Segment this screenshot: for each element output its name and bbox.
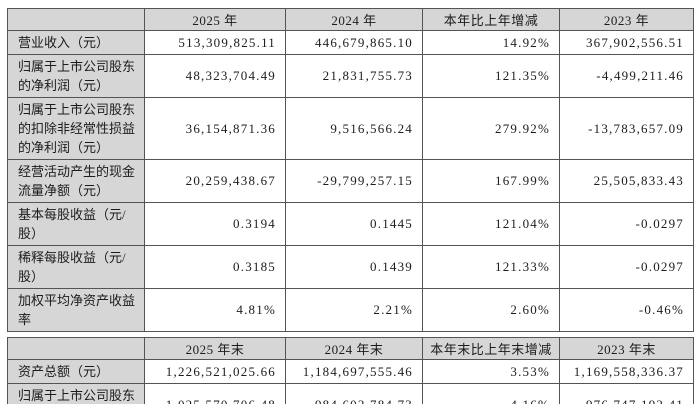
- header-blank-cell: [7, 337, 145, 360]
- value-2023: -13,783,657.09: [559, 97, 694, 160]
- income-metrics-table: 2025 年 2024 年 本年比上年增减 2023 年 营业收入（元） 513…: [7, 8, 694, 332]
- value-2023: -0.0297: [559, 245, 694, 289]
- value-2024: 0.1445: [285, 202, 423, 246]
- value-change: 3.53%: [422, 359, 560, 384]
- column-header-2023-end: 2023 年末: [559, 337, 694, 360]
- table-row-net-assets: 归属于上市公司股东的净资产（元） 1,025,570,706.48 984,60…: [7, 383, 694, 404]
- value-2025: 0.3194: [144, 202, 286, 246]
- financial-summary-sheet: 2025 年 2024 年 本年比上年增减 2023 年 营业收入（元） 513…: [0, 8, 700, 404]
- value-2023: -0.46%: [559, 288, 694, 332]
- table-row-diluted-eps: 稀释每股收益（元/股） 0.3185 0.1439 121.33% -0.029…: [7, 245, 694, 289]
- value-change: 121.35%: [422, 54, 560, 98]
- value-2025: 1,025,570,706.48: [144, 383, 286, 404]
- value-2024: 446,679,865.10: [285, 30, 423, 55]
- value-2024: 21,831,755.73: [285, 54, 423, 98]
- row-label: 加权平均净资产收益率: [7, 288, 145, 332]
- value-2024: 9,516,566.24: [285, 97, 423, 160]
- value-2025: 1,226,521,025.66: [144, 359, 286, 384]
- header-row: 2025 年 2024 年 本年比上年增减 2023 年: [7, 8, 694, 31]
- value-2025: 0.3185: [144, 245, 286, 289]
- value-2024: 984,602,784.73: [285, 383, 423, 404]
- value-2025: 513,309,825.11: [144, 30, 286, 55]
- value-2024: 0.1439: [285, 245, 423, 289]
- row-label: 资产总额（元）: [7, 359, 145, 384]
- row-label: 基本每股收益（元/股）: [7, 202, 145, 246]
- value-change: 4.16%: [422, 383, 560, 404]
- value-2023: 1,169,558,336.37: [559, 359, 694, 384]
- column-header-2024: 2024 年: [285, 8, 423, 31]
- row-label: 归属于上市公司股东的净利润（元）: [7, 54, 145, 98]
- value-2024: 1,184,697,555.46: [285, 359, 423, 384]
- value-2025: 20,259,438.67: [144, 159, 286, 203]
- row-label: 稀释每股收益（元/股）: [7, 245, 145, 289]
- header-row: 2025 年末 2024 年末 本年末比上年末增减 2023 年末: [7, 337, 694, 360]
- table-row-revenue: 营业收入（元） 513,309,825.11 446,679,865.10 14…: [7, 30, 694, 55]
- row-label: 经营活动产生的现金流量净额（元）: [7, 159, 145, 203]
- column-header-2024-end: 2024 年末: [285, 337, 423, 360]
- header-blank-cell: [7, 8, 145, 31]
- row-label: 营业收入（元）: [7, 30, 145, 55]
- value-change: 121.33%: [422, 245, 560, 289]
- value-2023: 25,505,833.43: [559, 159, 694, 203]
- value-2023: 367,902,556.51: [559, 30, 694, 55]
- table-row-total-assets: 资产总额（元） 1,226,521,025.66 1,184,697,555.4…: [7, 359, 694, 384]
- column-header-change: 本年比上年增减: [422, 8, 560, 31]
- column-header-2025-end: 2025 年末: [144, 337, 286, 360]
- value-2024: 2.21%: [285, 288, 423, 332]
- value-change: 121.04%: [422, 202, 560, 246]
- column-header-end-change: 本年末比上年末增减: [422, 337, 560, 360]
- column-header-2025: 2025 年: [144, 8, 286, 31]
- value-2023: -4,499,211.46: [559, 54, 694, 98]
- table-row-net-profit-excl-nonrecurring: 归属于上市公司股东的扣除非经常性损益的净利润（元） 36,154,871.36 …: [7, 97, 694, 160]
- value-2023: 976,747,192.41: [559, 383, 694, 404]
- value-2025: 48,323,704.49: [144, 54, 286, 98]
- value-2024: -29,799,257.15: [285, 159, 423, 203]
- balance-metrics-table: 2025 年末 2024 年末 本年末比上年末增减 2023 年末 资产总额（元…: [7, 337, 694, 404]
- table-row-weighted-roe: 加权平均净资产收益率 4.81% 2.21% 2.60% -0.46%: [7, 288, 694, 332]
- table-row-basic-eps: 基本每股收益（元/股） 0.3194 0.1445 121.04% -0.029…: [7, 202, 694, 246]
- table-row-operating-cash-flow: 经营活动产生的现金流量净额（元） 20,259,438.67 -29,799,2…: [7, 159, 694, 203]
- value-change: 279.92%: [422, 97, 560, 160]
- value-change: 2.60%: [422, 288, 560, 332]
- row-label: 归属于上市公司股东的净资产（元）: [7, 383, 145, 404]
- value-change: 167.99%: [422, 159, 560, 203]
- value-change: 14.92%: [422, 30, 560, 55]
- value-2025: 36,154,871.36: [144, 97, 286, 160]
- value-2025: 4.81%: [144, 288, 286, 332]
- table-row-net-profit: 归属于上市公司股东的净利润（元） 48,323,704.49 21,831,75…: [7, 54, 694, 98]
- value-2023: -0.0297: [559, 202, 694, 246]
- column-header-2023: 2023 年: [559, 8, 694, 31]
- row-label: 归属于上市公司股东的扣除非经常性损益的净利润（元）: [7, 97, 145, 160]
